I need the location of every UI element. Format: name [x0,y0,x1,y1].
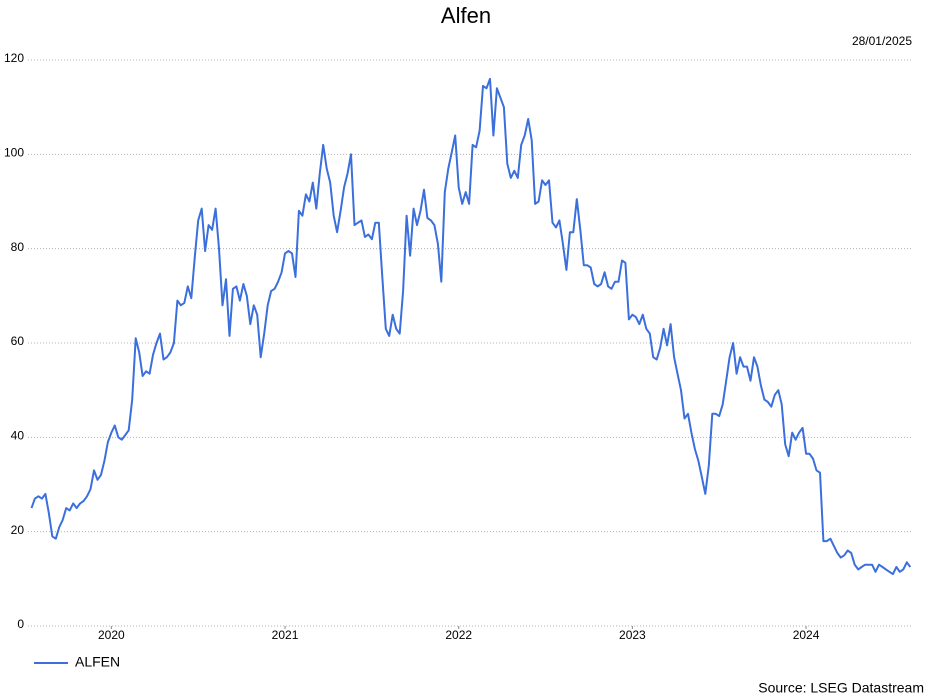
y-tick-label: 20 [11,523,25,537]
source-note: Source: LSEG Datastream [758,680,924,696]
legend-label: ALFEN [75,654,120,670]
chart-title: Alfen [441,3,491,28]
x-tick-label: 2023 [619,628,646,642]
y-tick-label: 0 [17,617,24,631]
y-tick-label: 120 [4,51,24,65]
chart-date: 28/01/2025 [852,34,912,48]
y-tick-label: 60 [11,334,25,348]
x-tick-label: 2021 [272,628,299,642]
x-tick-label: 2020 [98,628,125,642]
x-tick-label: 2022 [445,628,472,642]
data-line [30,77,912,576]
y-tick-label: 100 [4,146,24,160]
y-tick-label: 40 [11,429,25,443]
y-tick-label: 80 [11,240,25,254]
x-tick-label: 2024 [793,628,820,642]
